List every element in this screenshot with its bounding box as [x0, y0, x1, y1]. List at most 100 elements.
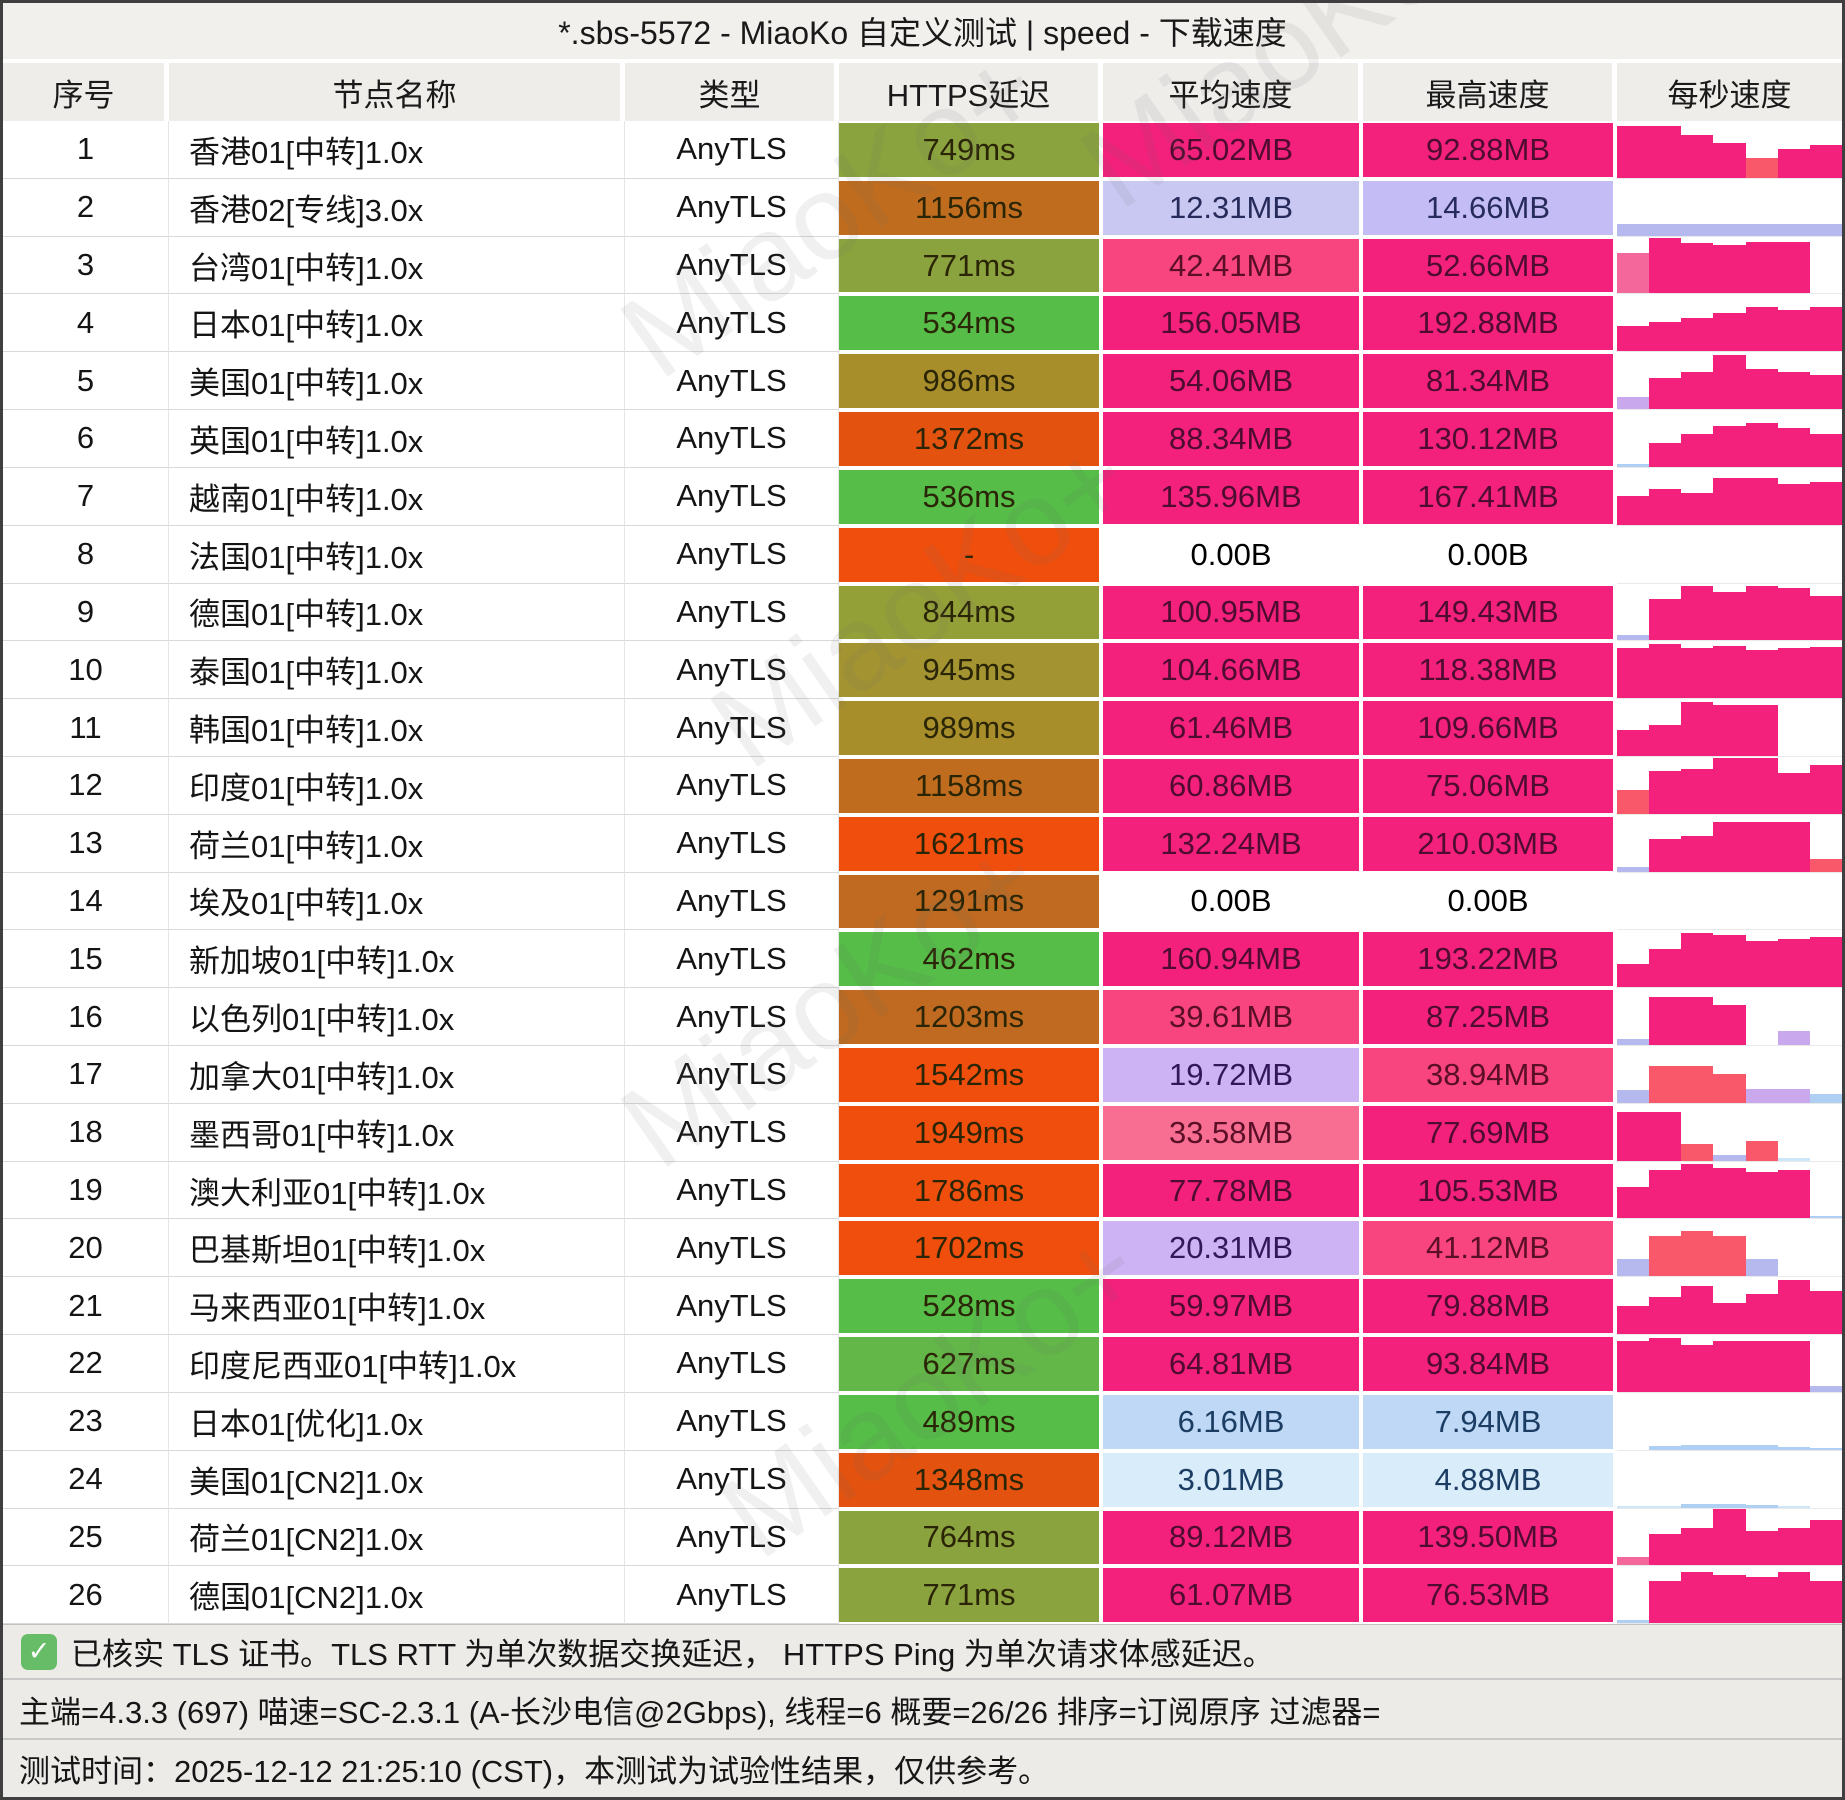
speed-bar [1745, 940, 1778, 988]
https-latency-cell-wrap: 945ms [839, 641, 1103, 699]
table-row: 11 韩国01[中转]1.0x AnyTLS 989ms 61.46MB 109.66MB [3, 699, 1842, 757]
max-speed-cell: 0.00B [1363, 874, 1613, 929]
speed-bar [1681, 1230, 1714, 1277]
speed-bar [1745, 1340, 1778, 1392]
avg-speed-cell-wrap: 132.24MB [1103, 815, 1363, 873]
avg-speed-cell: 132.24MB [1103, 816, 1359, 871]
max-speed-cell: 0.00B [1363, 527, 1613, 582]
speed-per-second-chart [1617, 468, 1842, 526]
speed-bar [1809, 306, 1842, 352]
row-index: 26 [3, 1566, 169, 1625]
node-name: 墨西哥01[中转]1.0x [169, 1103, 625, 1162]
max-speed-cell-wrap: 38.94MB [1363, 1046, 1617, 1104]
max-speed-cell-wrap: 192.88MB [1363, 294, 1617, 352]
https-latency-cell-wrap: 1291ms [839, 873, 1103, 931]
row-index: 4 [3, 294, 169, 353]
max-speed-cell-wrap: 7.94MB [1363, 1393, 1617, 1451]
speed-per-second-chart [1617, 1277, 1842, 1336]
check-icon: ✓ [21, 1633, 57, 1670]
speed-per-second-chart [1617, 584, 1842, 642]
speed-per-second-chart [1617, 1393, 1842, 1451]
speed-bar [1745, 1259, 1778, 1277]
https-latency-cell: 489ms [839, 1394, 1099, 1449]
speed-per-second-chart [1617, 1451, 1842, 1509]
https-latency-cell: 1156ms [839, 180, 1099, 235]
speed-bar [1777, 1030, 1810, 1045]
speed-per-second-chart [1617, 1508, 1842, 1567]
speed-bar [1777, 938, 1810, 988]
speed-per-second-chart [1617, 526, 1842, 584]
speed-bar [1809, 937, 1842, 988]
node-type: AnyTLS [625, 1450, 839, 1509]
speed-per-second-chart [1617, 1104, 1842, 1162]
table-row: 4 日本01[中转]1.0x AnyTLS 534ms 156.05MB 192.88MB [3, 294, 1842, 353]
https-latency-cell: 771ms [839, 1568, 1099, 1623]
node-type: AnyTLS [625, 236, 839, 295]
speed-bar [1649, 1170, 1682, 1219]
avg-speed-cell-wrap: 100.95MB [1103, 584, 1363, 642]
node-name: 台湾01[中转]1.0x [169, 236, 625, 295]
row-index: 17 [3, 1046, 169, 1104]
speed-bar [1809, 1580, 1842, 1624]
speed-bar [1617, 125, 1650, 178]
max-speed-cell: 76.53MB [1363, 1568, 1613, 1623]
avg-speed-cell-wrap: 89.12MB [1103, 1509, 1363, 1567]
speed-bar [1681, 318, 1714, 352]
speed-bar [1649, 1297, 1682, 1335]
speed-bar [1649, 1236, 1682, 1277]
speed-bar [1745, 649, 1778, 699]
speed-bar [1713, 142, 1746, 178]
avg-speed-cell-wrap: 59.97MB [1103, 1277, 1363, 1335]
https-latency-cell-wrap: - [839, 526, 1103, 584]
max-speed-cell-wrap: 0.00B [1363, 526, 1617, 584]
https-latency-cell-wrap: 1621ms [839, 815, 1103, 873]
avg-speed-cell-wrap: 64.81MB [1103, 1335, 1363, 1393]
row-index: 6 [3, 410, 169, 468]
speed-bar [1681, 1285, 1714, 1335]
https-latency-cell-wrap: 1542ms [839, 1046, 1103, 1104]
speed-bar [1681, 1504, 1714, 1508]
header-per-second: 每秒速度 [1617, 63, 1842, 121]
speed-bar [1617, 730, 1650, 756]
max-speed-cell: 52.66MB [1363, 238, 1613, 293]
avg-speed-cell: 0.00B [1103, 874, 1359, 929]
row-index: 18 [3, 1103, 169, 1162]
max-speed-cell: 38.94MB [1363, 1048, 1613, 1102]
speed-bar [1745, 369, 1778, 410]
table-row: 9 德国01[中转]1.0x AnyTLS 844ms 100.95MB 149.43MB [3, 583, 1842, 642]
table-row: 22 印度尼西亚01[中转]1.0x AnyTLS 627ms 64.81MB 93.84… [3, 1335, 1842, 1393]
speed-bar [1809, 374, 1842, 410]
max-speed-cell-wrap: 4.88MB [1363, 1451, 1617, 1509]
speed-bar [1777, 1506, 1810, 1508]
https-latency-cell-wrap: 1348ms [839, 1451, 1103, 1509]
speed-per-second-chart [1617, 873, 1842, 931]
max-speed-cell-wrap: 76.53MB [1363, 1566, 1617, 1624]
header-index: 序号 [3, 63, 164, 121]
max-speed-cell-wrap: 92.88MB [1363, 121, 1617, 179]
node-type: AnyTLS [625, 525, 839, 584]
header-node-name: 节点名称 [169, 63, 620, 121]
speed-bar [1777, 588, 1810, 641]
speed-bar [1649, 1065, 1682, 1103]
speed-bar [1713, 312, 1746, 352]
avg-speed-cell-wrap: 42.41MB [1103, 237, 1363, 295]
avg-speed-cell: 39.61MB [1103, 990, 1359, 1044]
max-speed-cell-wrap: 77.69MB [1363, 1104, 1617, 1162]
speed-bar [1713, 355, 1746, 410]
https-latency-cell: 764ms [839, 1510, 1099, 1565]
speed-bar [1713, 758, 1746, 814]
https-latency-cell: 749ms [839, 123, 1099, 177]
row-index: 9 [3, 583, 169, 642]
node-type: AnyTLS [625, 1392, 839, 1451]
node-type: AnyTLS [625, 1277, 839, 1336]
node-type: AnyTLS [625, 930, 839, 989]
speed-bar [1809, 1519, 1842, 1566]
table-row: 26 德国01[CN2]1.0x AnyTLS 771ms 61.07MB 76.53MB [3, 1566, 1842, 1625]
avg-speed-cell-wrap: 65.02MB [1103, 121, 1363, 179]
speed-bar [1777, 1528, 1810, 1566]
https-latency-cell: 1542ms [839, 1048, 1099, 1102]
avg-speed-cell-wrap: 77.78MB [1103, 1162, 1363, 1220]
https-latency-cell: 1786ms [839, 1163, 1099, 1218]
avg-speed-cell: 77.78MB [1103, 1163, 1359, 1218]
speed-per-second-chart [1617, 121, 1842, 179]
